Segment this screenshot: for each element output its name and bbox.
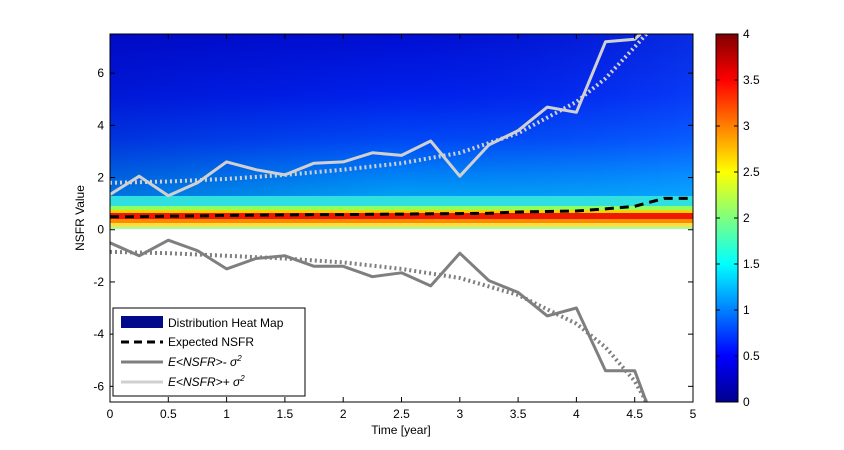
colorbar-ticks: 0 0.5 1 1.5 2 2.5 3 3.5 4: [716, 27, 760, 409]
x-tick-label-3: 1.5: [277, 407, 294, 421]
heatmap: [110, 34, 693, 229]
series-line-0: [110, 196, 693, 219]
legend-label-minus: E<NSFR>- σ2: [168, 354, 242, 369]
y-tick-label-3: 0: [97, 223, 104, 237]
colorbar-tick-label-5: 2.5: [743, 165, 760, 179]
x-tick-label-4: 2: [340, 407, 347, 421]
y-tick-label-1: -4: [93, 327, 104, 341]
y-tick-label-4: 2: [97, 171, 104, 185]
colorbar-tick-label-4: 2: [743, 211, 750, 225]
y-tick-label-2: -2: [93, 275, 104, 289]
legend-label-minus-sup: 2: [236, 354, 242, 363]
x-tick-label-5: 2.5: [393, 407, 410, 421]
legend-label-plus: E<NSFR>+ σ2: [168, 374, 245, 389]
x-tick-label-2: 1: [223, 407, 230, 421]
heatmap-zero-edge: [110, 227, 693, 229]
legend-label-expected: Expected NSFR: [168, 335, 254, 349]
heatmap-peak-band: [110, 213, 693, 219]
colorbar-tick-label-7: 3.5: [743, 73, 760, 87]
y-tick-label-5: 4: [97, 118, 104, 132]
y-axis-label: NSFR Value: [73, 185, 87, 251]
y-tick-label-0: -6: [93, 379, 104, 393]
x-tick-label-1: 0.5: [160, 407, 177, 421]
series-line-1: [110, 238, 648, 402]
y-tick-label-6: 6: [97, 66, 104, 80]
legend-swatch-heatmap: [121, 316, 163, 328]
colorbar-tick-label-6: 3: [743, 119, 750, 133]
x-tick-label-0: 0: [107, 407, 114, 421]
series-line-2: [110, 249, 649, 402]
legend-label-minus-text: E<NSFR>- σ: [168, 355, 238, 369]
colorbar-tick-label-0: 0: [743, 395, 750, 409]
legend-label-plus-sup: 2: [239, 374, 245, 383]
colorbar-tick-label-2: 1: [743, 303, 750, 317]
heatmap-green-band: [110, 206, 693, 212]
heatmap-yellow-lower: [110, 223, 693, 227]
heatmap-yellow-band: [110, 210, 693, 214]
x-axis-label: Time [year]: [371, 423, 431, 437]
x-tick-label-9: 4.5: [626, 407, 643, 421]
heatmap-orange-band: [110, 219, 693, 223]
colorbar-tick-label-3: 1.5: [743, 257, 760, 271]
x-tick-label-6: 3: [456, 407, 463, 421]
legend-label-plus-text: E<NSFR>+ σ: [168, 375, 241, 389]
x-tick-label-7: 3.5: [510, 407, 527, 421]
x-tick-label-8: 4: [573, 407, 580, 421]
legend: Distribution Heat Map Expected NSFR E<NS…: [112, 307, 306, 397]
legend-label-heatmap: Distribution Heat Map: [168, 316, 284, 330]
x-axis-ticks: 0 0.5 1 1.5 2 2.5 3 3.5 4 4.5 5: [107, 34, 697, 421]
x-tick-label-10: 5: [690, 407, 697, 421]
colorbar-tick-label-8: 4: [743, 27, 750, 41]
series-line-4: [110, 34, 648, 185]
series-line-3: [110, 34, 642, 198]
series-layer: [110, 34, 693, 402]
colorbar-tick-label-1: 0.5: [743, 349, 760, 363]
